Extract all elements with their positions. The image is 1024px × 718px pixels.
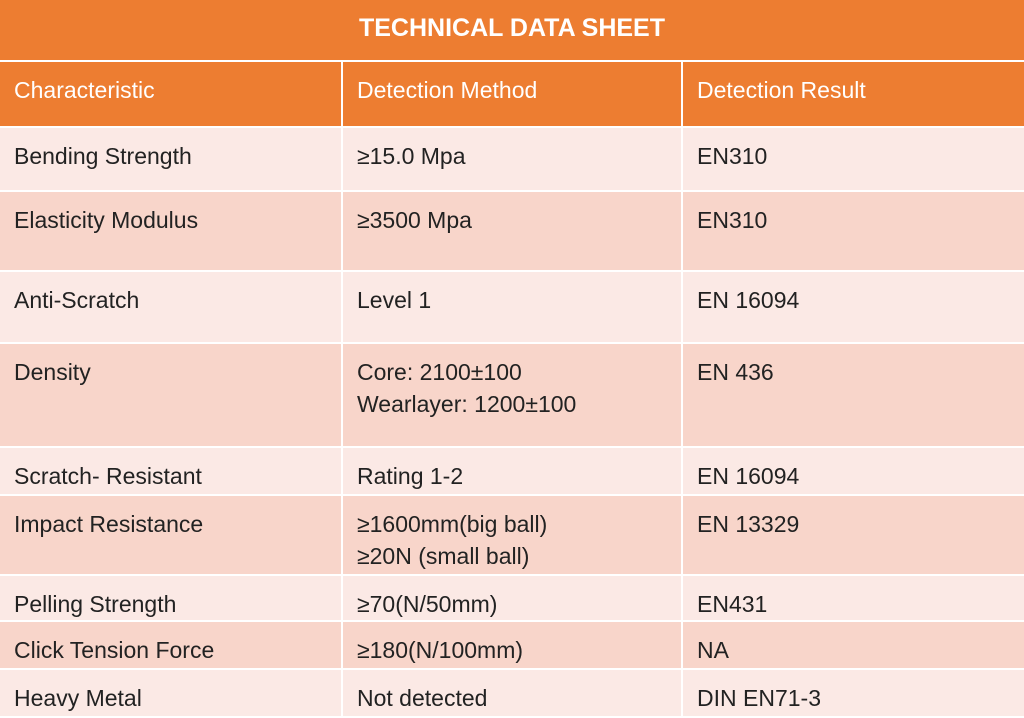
table-cell: Click Tension Force bbox=[0, 622, 341, 668]
table-cell: Scratch- Resistant bbox=[0, 448, 341, 494]
table-cell: EN 16094 bbox=[683, 448, 1024, 494]
table-cell: Rating 1-2 bbox=[343, 448, 681, 494]
table-cell: ≥70(N/50mm) bbox=[343, 576, 681, 620]
table-cell: ≥1600mm(big ball) ≥20N (small ball) bbox=[343, 496, 681, 574]
table-cell: Pelling Strength bbox=[0, 576, 341, 620]
table-cell: ≥15.0 Mpa bbox=[343, 128, 681, 190]
table-cell: Core: 2100±100 Wearlayer: 1200±100 bbox=[343, 344, 681, 446]
header-cell: Characteristic bbox=[0, 62, 341, 126]
table-cell: NA bbox=[683, 622, 1024, 668]
table-cell: EN 13329 bbox=[683, 496, 1024, 574]
table-cell: ≥3500 Mpa bbox=[343, 192, 681, 270]
table-cell: Elasticity Modulus bbox=[0, 192, 341, 270]
table-cell: EN310 bbox=[683, 128, 1024, 190]
table-cell: Density bbox=[0, 344, 341, 446]
table-cell: EN310 bbox=[683, 192, 1024, 270]
table-cell: DIN EN71-3 bbox=[683, 670, 1024, 716]
table-cell: EN431 bbox=[683, 576, 1024, 620]
header-cell: Detection Method bbox=[343, 62, 681, 126]
table-cell: EN 436 bbox=[683, 344, 1024, 446]
sheet-title: TECHNICAL DATA SHEET bbox=[0, 0, 1024, 60]
table-cell: Level 1 bbox=[343, 272, 681, 342]
table-cell: Bending Strength bbox=[0, 128, 341, 190]
table-cell: Not detected bbox=[343, 670, 681, 716]
table-cell: Impact Resistance bbox=[0, 496, 341, 574]
table-cell: EN 16094 bbox=[683, 272, 1024, 342]
table-cell: Heavy Metal bbox=[0, 670, 341, 716]
table-cell: Anti-Scratch bbox=[0, 272, 341, 342]
table-cell: ≥180(N/100mm) bbox=[343, 622, 681, 668]
header-cell: Detection Result bbox=[683, 62, 1024, 126]
